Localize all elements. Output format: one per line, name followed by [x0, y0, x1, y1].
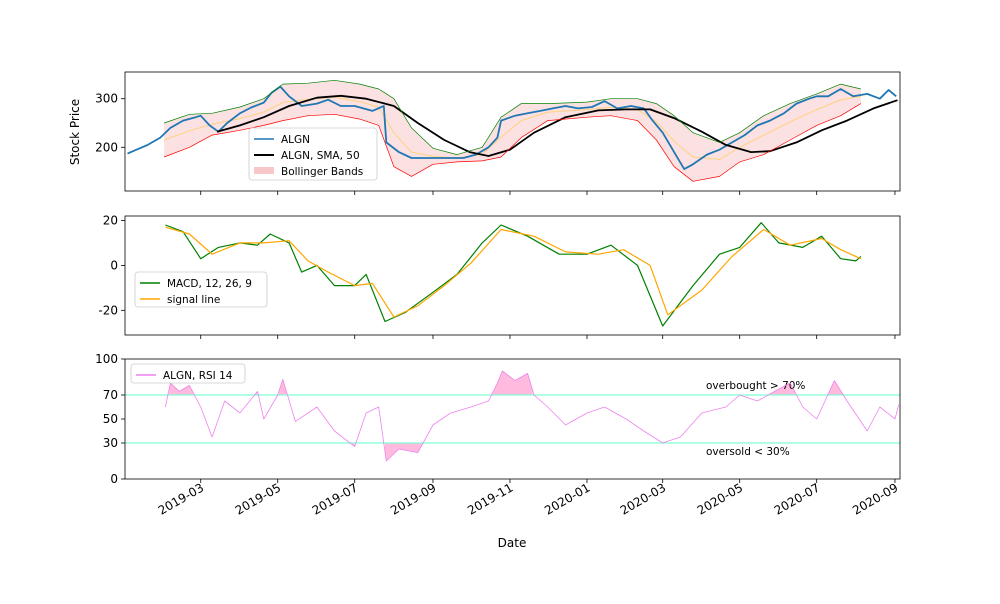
legend-label-bollinger-bands: Bollinger Bands — [281, 166, 363, 178]
rsi-ytick-label-30: 30 — [103, 436, 118, 450]
macd-ytick-label-20: -20 — [98, 303, 118, 317]
macd-frame — [124, 215, 901, 336]
xtick-label-2019-03: 2019-03 — [156, 480, 206, 517]
legend-label-algn: ALGN — [281, 134, 310, 146]
rsi-xlabel: Date — [498, 536, 527, 550]
macd-ytick-label-20: 20 — [103, 213, 118, 227]
xtick-label-2020-05: 2020-05 — [695, 480, 745, 517]
series-line-algn-rsi-14 — [165, 370, 900, 462]
price-ylabel: Stock Price — [68, 99, 82, 165]
macd-legend-box — [134, 271, 268, 308]
series-line-macd-12-26-9 — [165, 222, 862, 327]
macd-panel: -20 0 20 MACD, 12, 26, 9 signal line — [98, 213, 901, 336]
xtick-label-2019-09: 2019-09 — [388, 480, 438, 517]
price-ytick-label-300: 300 — [95, 92, 118, 106]
legend-label-algn-sma-50: ALGN, SMA, 50 — [281, 150, 360, 162]
rsi-overbought-fill — [169, 383, 194, 395]
price-panel: 200 300 ALGN ALGN, SMA, 50 Bollinger Bands — [95, 71, 901, 192]
legend-swatch-bollinger-bands — [254, 167, 274, 174]
rsi-ytick-label-70: 70 — [103, 388, 118, 402]
xtick-label-2020-07: 2020-07 — [772, 480, 822, 517]
series-line-bollinger-lower — [163, 103, 862, 182]
series-line-algn-sma-50 — [216, 94, 898, 157]
xtick-label-2020-01: 2020-01 — [542, 480, 592, 517]
rsi-overbought-fill — [279, 379, 287, 395]
price-ytick-label-200: 200 — [95, 140, 118, 154]
legend-label-macd-12-26-9: MACD, 12, 26, 9 — [167, 278, 252, 290]
rsi-ytick-label-50: 50 — [103, 412, 118, 426]
rsi-overbought-fill — [768, 383, 796, 395]
price-frame — [124, 71, 901, 192]
rsi-overbought-fill — [828, 380, 844, 395]
series-line-algn — [127, 85, 897, 170]
series-line-bollinger-upper — [163, 79, 861, 155]
legend-label-algn-rsi-14: ALGN, RSI 14 — [163, 370, 233, 382]
macd-ytick-label-0: 0 — [110, 258, 118, 272]
rsi-panel: 0 30 50 70 100 overbought > 70% oversold < 30%… — [95, 352, 901, 486]
date-axis: 2019-03 2019-05 2019-07 2019-09 2019-11 2020-… — [156, 191, 901, 518]
legend-label-signal-line: signal line — [167, 294, 220, 306]
rsi-ytick-label-100: 100 — [95, 352, 118, 366]
rsi-oversold-annotation: oversold < 30% — [706, 446, 790, 458]
xtick-label-2020-09: 2020-09 — [850, 480, 900, 517]
bollinger-middle-line — [163, 95, 861, 160]
rsi-overbought-annotation: overbought > 70% — [706, 380, 805, 392]
rsi-oversold-fill — [385, 443, 423, 461]
xtick-label-2020-03: 2020-03 — [618, 480, 668, 517]
xtick-label-2019-11: 2019-11 — [465, 480, 515, 517]
xtick-label-2019-07: 2019-07 — [310, 480, 360, 517]
rsi-legend-box — [130, 363, 246, 384]
xtick-label-2019-05: 2019-05 — [233, 480, 283, 517]
price-legend-box — [248, 127, 378, 181]
rsi-overbought-fill — [492, 371, 533, 395]
series-line-signal-line — [165, 226, 862, 318]
rsi-ytick-label-0: 0 — [110, 472, 118, 486]
rsi-frame — [124, 358, 901, 480]
